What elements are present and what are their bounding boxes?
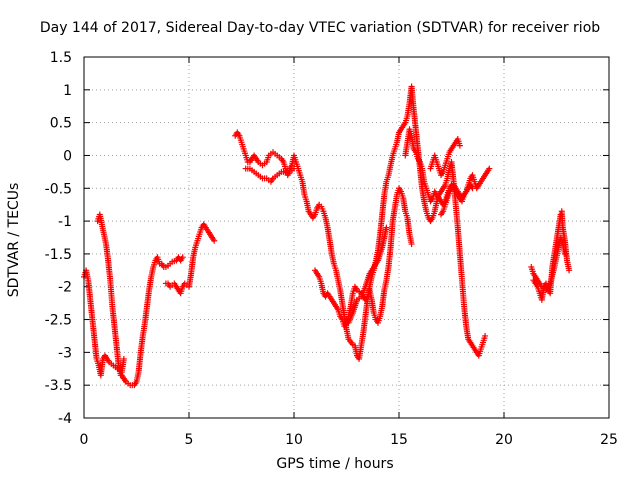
data-point [383, 224, 390, 231]
grid-lines [84, 57, 609, 418]
data-point [561, 250, 568, 257]
data-point [408, 241, 415, 248]
x-tick-label: 5 [185, 432, 194, 448]
y-tick-label: -3.5 [45, 378, 72, 394]
y-axis-label: SDTVAR / TECUs [6, 182, 22, 298]
y-axis-ticks: -4 -3.5 -3 -2.5 -2 -1.5 -1 -0.5 0 0.5 1 1.5 [45, 50, 609, 427]
y-tick-label: 1.5 [50, 50, 72, 66]
plot-frame [83, 56, 610, 419]
data-point [566, 267, 573, 274]
y-tick-label: -0.5 [45, 181, 72, 197]
x-tick-label: 25 [600, 432, 618, 448]
chart-title: Day 144 of 2017, Sidereal Day-to-day VTE… [39, 20, 601, 36]
data-point [486, 165, 493, 172]
x-tick-label: 15 [390, 432, 408, 448]
data-point [469, 185, 476, 192]
y-tick-label: 0 [63, 148, 72, 164]
data-point [482, 332, 489, 339]
y-tick-label: 1 [63, 83, 72, 99]
y-tick-label: -4 [58, 411, 72, 427]
data-point [179, 254, 186, 261]
y-tick-label: -1 [58, 214, 72, 230]
data-point [456, 142, 463, 149]
y-tick-label: -2.5 [45, 313, 72, 329]
data-point [211, 237, 218, 244]
y-tick-label: -3 [58, 345, 72, 361]
data-points [81, 83, 573, 389]
x-axis-ticks: 0 5 10 15 20 25 [80, 57, 618, 448]
x-axis-label: GPS time / hours [276, 456, 394, 472]
y-tick-label: 0.5 [50, 116, 72, 132]
x-tick-label: 0 [80, 432, 89, 448]
y-tick-label: -1.5 [45, 247, 72, 263]
x-tick-label: 10 [285, 432, 303, 448]
y-tick-label: -2 [58, 280, 72, 296]
data-point [120, 355, 127, 362]
x-tick-label: 20 [495, 432, 513, 448]
